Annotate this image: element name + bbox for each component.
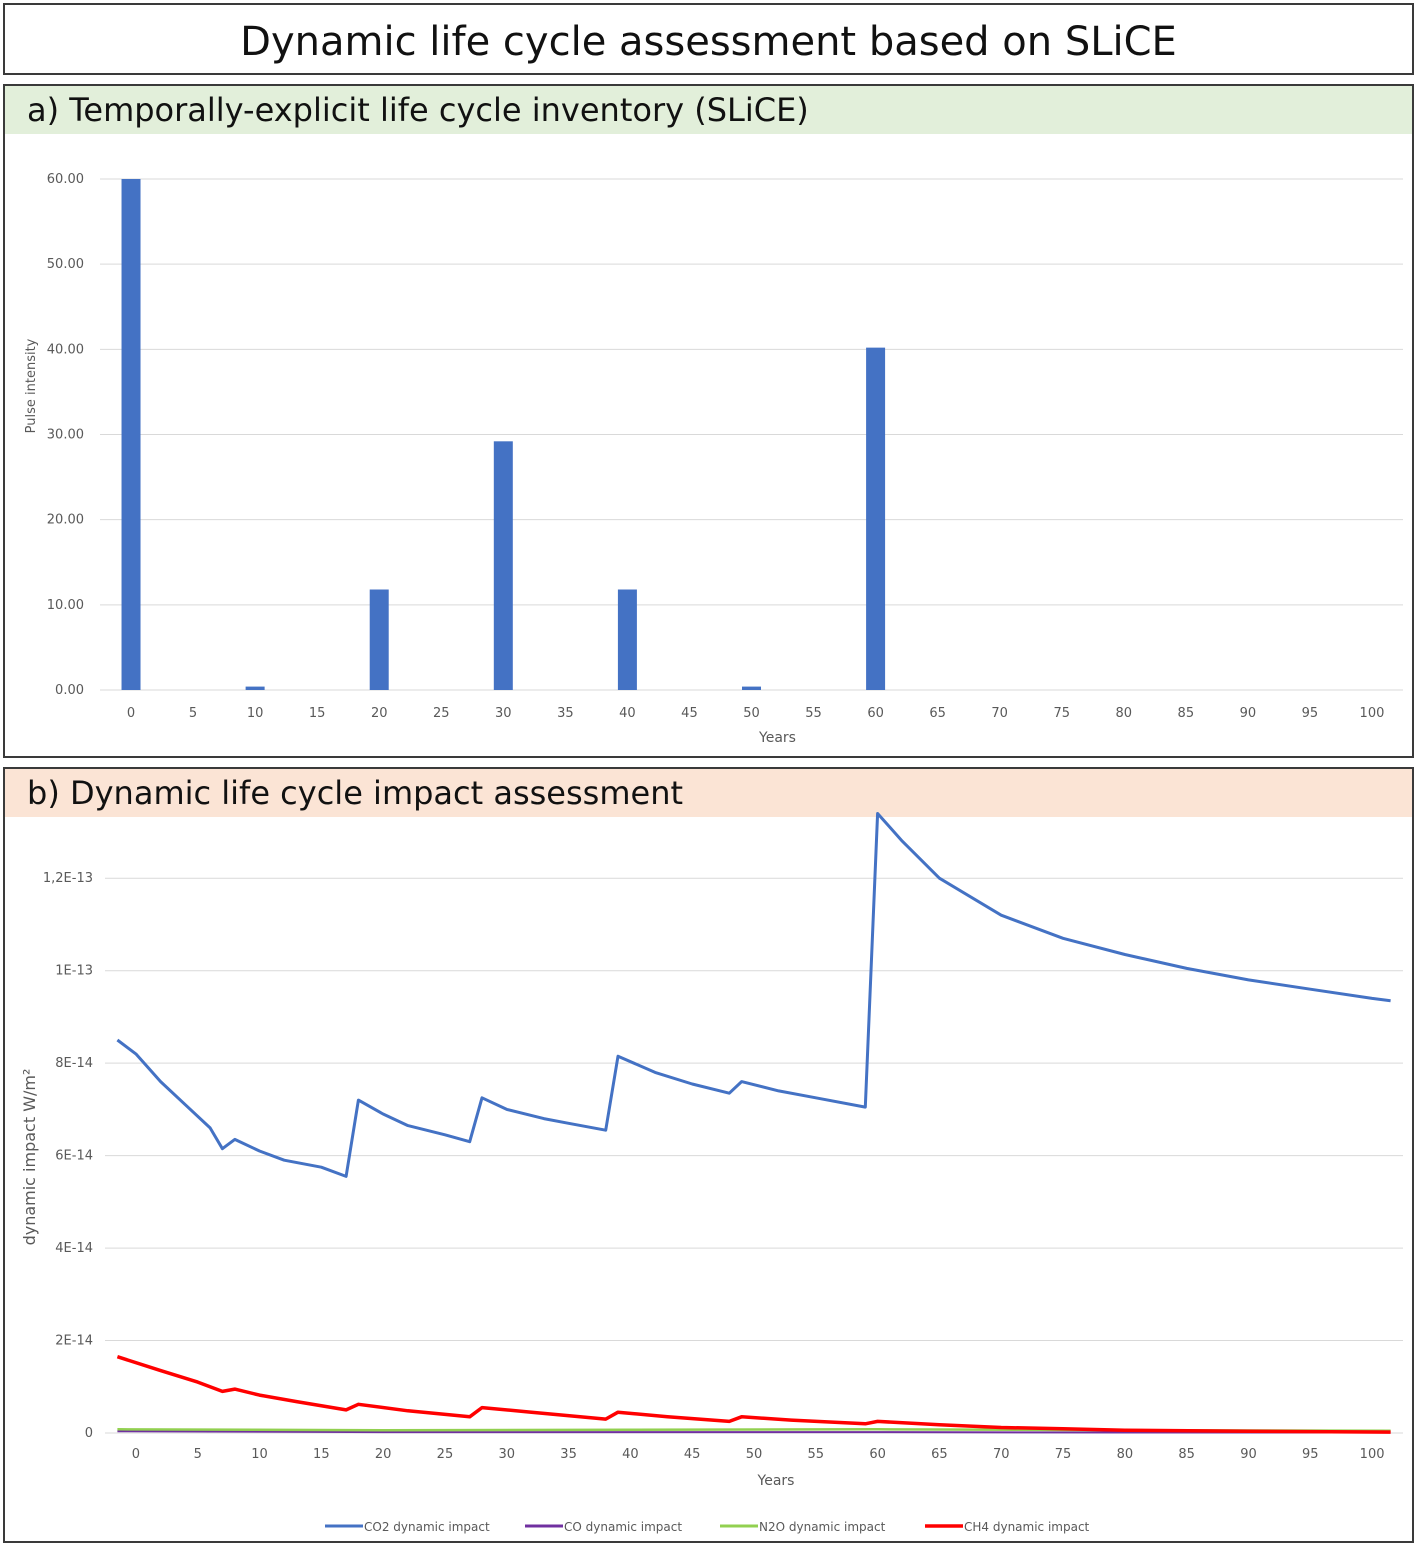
y-tick-label: 10.00 [47, 598, 84, 613]
series-line [116, 1355, 1391, 1434]
line-chart-dynamic-impact: 0 2E-14 4E-14 6E-14 8E-14 1E-13 1,2E-13 0 5 10 15 2… [20, 812, 1403, 1534]
bar [245, 686, 265, 690]
series-line [116, 812, 1391, 1178]
figure-title-box: Dynamic life cycle assessment based on S… [3, 3, 1414, 75]
x-tick-label: 45 [684, 1447, 701, 1462]
bar [742, 686, 761, 690]
x-tick-label: 30 [495, 706, 512, 721]
y-tick-label: 50.00 [47, 257, 84, 272]
x-tick-label: 60 [869, 1447, 886, 1462]
x-tick-label: 65 [929, 706, 946, 721]
panel-b: b) Dynamic life cycle impact assessment … [3, 767, 1414, 1543]
x-tick-label: 5 [194, 1447, 202, 1462]
series-line [117, 1430, 1391, 1434]
x-tick-label: 100 [1360, 1447, 1385, 1462]
y-tick-label: 8E-14 [55, 1056, 93, 1071]
x-tick-label: 90 [1240, 706, 1257, 721]
x-tick-label: 35 [557, 706, 574, 721]
bar [617, 589, 637, 690]
x-tick-label: 65 [931, 1447, 948, 1462]
x-tick-label: 85 [1178, 706, 1195, 721]
panel-a-header: a) Temporally-explicit life cycle invent… [5, 86, 1412, 134]
y-tick-label: 2E-14 [55, 1334, 93, 1349]
x-tick-label: 95 [1302, 1447, 1319, 1462]
x-tick-label: 25 [433, 706, 450, 721]
x-tick-label: 0 [132, 1447, 140, 1462]
bar [121, 179, 141, 690]
x-tick-label: 50 [743, 706, 760, 721]
legend-label: CH4 dynamic impact [964, 1520, 1090, 1534]
x-tick-label: 15 [313, 1447, 330, 1462]
y-tick-label: 0.00 [55, 683, 84, 698]
y-tick-label: 20.00 [47, 513, 84, 528]
y-axis-label: Pulse intensity [24, 338, 39, 433]
x-tick-label: 80 [1117, 1447, 1134, 1462]
x-tick-label: 30 [498, 1447, 515, 1462]
legend-label: N2O dynamic impact [759, 1520, 886, 1534]
y-tick-label: 40.00 [47, 342, 84, 357]
x-tick-label: 90 [1240, 1447, 1257, 1462]
figure-title: Dynamic life cycle assessment based on S… [240, 19, 1177, 65]
legend-label: CO dynamic impact [564, 1520, 682, 1534]
x-tick-label: 10 [247, 706, 264, 721]
x-tick-label: 55 [805, 706, 822, 721]
y-axis-label: dynamic impact W/m² [20, 1069, 39, 1246]
x-tick-label: 85 [1178, 1447, 1195, 1462]
y-tick-label: 0 [85, 1426, 93, 1441]
x-axis-label: Years [758, 730, 796, 746]
x-tick-label: 35 [560, 1447, 577, 1462]
x-tick-label: 40 [619, 706, 636, 721]
panel-b-header: b) Dynamic life cycle impact assessment [5, 769, 1412, 817]
x-tick-label: 20 [375, 1447, 392, 1462]
x-tick-label: 60 [867, 706, 884, 721]
x-axis-label: Years [757, 1473, 795, 1489]
bar [493, 441, 513, 690]
bar [866, 347, 886, 690]
x-tick-label: 100 [1360, 706, 1385, 721]
bar [369, 589, 389, 690]
x-tick-label: 40 [622, 1447, 639, 1462]
x-tick-label: 70 [993, 1447, 1010, 1462]
y-tick-label: 60.00 [47, 172, 84, 187]
x-tick-label: 75 [1055, 1447, 1072, 1462]
x-tick-label: 50 [746, 1447, 763, 1462]
y-tick-label: 6E-14 [55, 1149, 93, 1164]
y-tick-label: 30.00 [47, 428, 84, 443]
x-tick-label: 70 [991, 706, 1008, 721]
x-tick-label: 0 [127, 706, 135, 721]
y-tick-label: 4E-14 [55, 1241, 93, 1256]
bar-chart-pulse-intensity: 0.00 10.00 20.00 30.00 40.00 50.00 60.00 0 5 10 15… [24, 172, 1403, 746]
x-tick-label: 5 [189, 706, 197, 721]
x-tick-label: 20 [371, 706, 388, 721]
x-tick-label: 45 [681, 706, 698, 721]
x-tick-label: 80 [1116, 706, 1133, 721]
panel-a: a) Temporally-explicit life cycle invent… [3, 84, 1414, 758]
x-tick-label: 95 [1302, 706, 1319, 721]
x-tick-label: 25 [437, 1447, 454, 1462]
y-tick-label: 1,2E-13 [43, 871, 93, 886]
y-tick-label: 1E-13 [55, 964, 93, 979]
x-tick-label: 55 [808, 1447, 825, 1462]
x-tick-label: 75 [1053, 706, 1070, 721]
x-tick-label: 15 [309, 706, 326, 721]
x-tick-label: 10 [251, 1447, 268, 1462]
legend-label: CO2 dynamic impact [364, 1520, 490, 1534]
